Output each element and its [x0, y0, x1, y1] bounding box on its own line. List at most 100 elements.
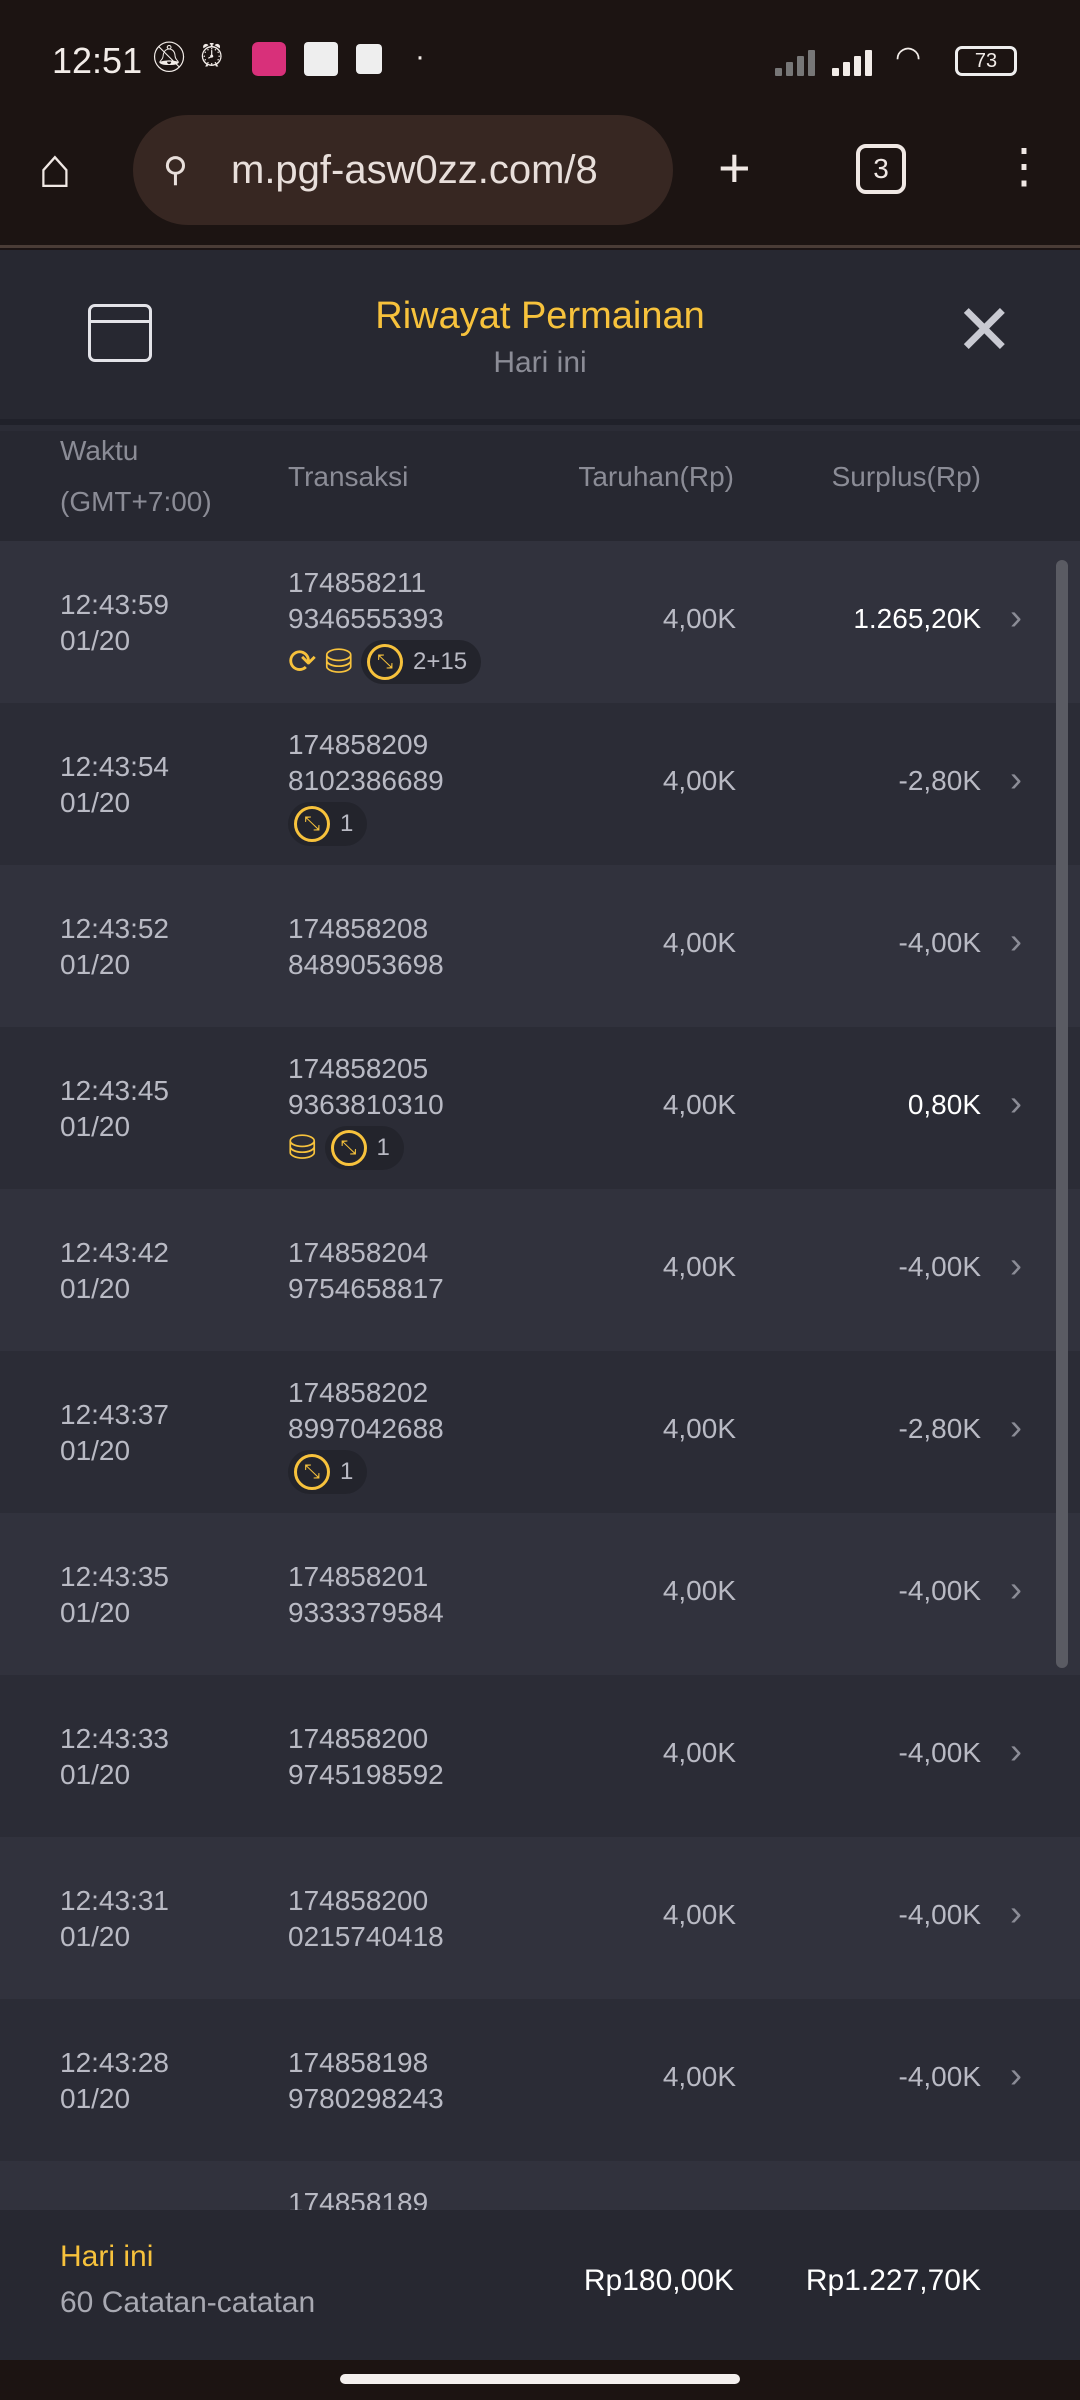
transaction-id-2: 8489053698 [288, 949, 444, 980]
webtoon-icon [304, 42, 338, 76]
table-row[interactable]: 12:43:31 01/20 174858200 0215740418 4,00K … [0, 1837, 1080, 1999]
table-row[interactable]: 174858189 [0, 2161, 1080, 2210]
table-row[interactable]: 12:43:33 01/20 174858200 9745198592 4,00K … [0, 1675, 1080, 1837]
chevron-right-icon[interactable]: › [1010, 758, 1022, 799]
row-bet: 4,00K [662, 1899, 736, 1930]
transaction-id-2: 8997042688 [288, 1413, 444, 1444]
chevron-right-icon[interactable]: › [1010, 1244, 1022, 1285]
transaction-id-1: 174858208 [288, 913, 429, 944]
row-surplus: 1.265,20K [853, 603, 981, 634]
signal-icon [832, 44, 872, 76]
battery-icon: 73 [955, 46, 1017, 76]
row-time: 12:43:54 [60, 751, 169, 782]
free-spin-badge: ⤡ 2+15 [361, 640, 482, 684]
row-bet: 4,00K [662, 603, 736, 634]
chevron-right-icon[interactable]: › [1010, 920, 1022, 961]
transaction-id-2: 9346555393 [288, 603, 444, 634]
col-transaction: Transaksi [288, 461, 409, 492]
url-bar[interactable]: ⚲ m.pgf-asw0zz.com/8 [133, 115, 673, 225]
browser-toolbar: ⌂ ⚲ m.pgf-asw0zz.com/8 + 3 ⋮ [0, 110, 1080, 248]
url-text[interactable]: m.pgf-asw0zz.com/8 [231, 148, 598, 192]
transaction-id-1: 174858200 [288, 1723, 429, 1754]
row-surplus: 0,80K [907, 1089, 981, 1120]
row-surplus: -2,80K [898, 765, 982, 796]
row-bet: 4,00K [662, 1575, 736, 1606]
coins-icon: ⛁ [288, 1129, 317, 1167]
close-icon[interactable]: ✕ [955, 291, 1014, 369]
transaction-id-1: 174858201 [288, 1561, 429, 1592]
summary-label: Hari ini [60, 2240, 154, 2273]
row-date: 01/20 [60, 787, 131, 818]
table-row[interactable]: 12:43:54 01/20 174858209 8102386689 ⤡ 1 4,00… [0, 703, 1080, 865]
table-row[interactable]: 12:43:42 01/20 174858204 9754658817 4,00K … [0, 1189, 1080, 1351]
tab-switcher-button[interactable]: 3 [856, 144, 906, 194]
free-spin-badge: ⤡ 1 [288, 1450, 368, 1494]
chevron-right-icon[interactable]: › [1010, 1892, 1022, 1933]
chevron-right-icon[interactable]: › [1010, 2054, 1022, 2095]
table-row[interactable]: 12:43:35 01/20 174858201 9333379584 4,00K … [0, 1513, 1080, 1675]
table-header: Waktu (GMT+7:00) Transaksi Taruhan(Rp) S… [0, 431, 1080, 541]
row-time: 12:43:33 [60, 1723, 169, 1754]
chevron-right-icon[interactable]: › [1010, 1406, 1022, 1447]
history-list: 12:43:59 01/20 174858211 9346555393 ⟳ ⛁ ⤡ 2+15… [0, 541, 1080, 2210]
col-bet: Taruhan(Rp) [578, 461, 734, 492]
free-spin-icon: ⤡ [367, 644, 403, 680]
row-date: 01/20 [60, 2083, 131, 2114]
row-date: 01/20 [60, 1273, 131, 1304]
calendar-icon[interactable] [88, 304, 152, 362]
row-bet: 4,00K [662, 2061, 736, 2092]
free-spin-icon: ⤡ [294, 1454, 330, 1490]
bell-off-icon: 🔕︎ [150, 41, 189, 74]
free-spin-badge: ⤡ 1 [324, 1126, 404, 1170]
page-title: Riwayat Permainan [375, 295, 705, 337]
row-bet: 4,00K [662, 927, 736, 958]
transaction-id-2: 8102386689 [288, 765, 444, 796]
game-history-panel: Riwayat Permainan Hari ini ✕ Waktu (GMT+… [0, 250, 1080, 2360]
table-row[interactable]: 12:43:52 01/20 174858208 8489053698 4,00K … [0, 865, 1080, 1027]
chevron-right-icon[interactable]: › [1010, 1730, 1022, 1771]
row-time: 12:43:31 [60, 1885, 169, 1916]
home-indicator[interactable] [340, 2374, 740, 2384]
row-surplus: -4,00K [898, 2061, 982, 2092]
row-date: 01/20 [60, 1921, 131, 1952]
table-row[interactable]: 12:43:45 01/20 174858205 9363810310 ⛁ ⤡ 1 4,0… [0, 1027, 1080, 1189]
alarm-icon: ⏰︎ [200, 40, 224, 73]
transaction-id-1: 174858211 [288, 567, 427, 598]
row-bet: 4,00K [662, 765, 736, 796]
chevron-right-icon[interactable]: › [1010, 1082, 1022, 1123]
table-row[interactable]: 12:43:37 01/20 174858202 8997042688 ⤡ 1 4,00… [0, 1351, 1080, 1513]
coins-icon: ⛁ [324, 643, 354, 681]
chevron-right-icon[interactable]: › [1010, 1568, 1022, 1609]
free-spin-count: 2+15 [413, 648, 468, 675]
tokopedia-icon [356, 44, 382, 74]
summary-footer: Hari ini 60 Catatan-catatan Rp180,00K Rp… [0, 2210, 1080, 2360]
chevron-right-icon[interactable]: › [1010, 596, 1022, 637]
site-settings-icon[interactable]: ⚲ [163, 151, 188, 189]
panel-header: Riwayat Permainan Hari ini ✕ [0, 250, 1080, 425]
row-surplus: -2,80K [898, 1413, 982, 1444]
row-surplus: -4,00K [898, 927, 982, 958]
status-bar: 12:51 🔕︎ ⏰︎ · ◠ 73 [0, 0, 1080, 110]
table-row[interactable]: 12:43:59 01/20 174858211 9346555393 ⟳ ⛁ ⤡ 2+15… [0, 541, 1080, 703]
transaction-id-1: 174858204 [288, 1237, 429, 1268]
row-time: 12:43:59 [60, 589, 169, 620]
transaction-id-1: 174858198 [288, 2047, 429, 2078]
menu-icon[interactable]: ⋮ [1000, 140, 1048, 193]
row-time: 12:43:37 [60, 1399, 169, 1430]
table-row[interactable]: 12:43:28 01/20 174858198 9780298243 4,00K … [0, 1999, 1080, 2161]
scrollbar[interactable] [1056, 560, 1068, 1668]
row-time: 12:43:28 [60, 2047, 169, 2078]
free-spin-icon: ⤡ [330, 1130, 367, 1166]
wifi-icon: ◠ [895, 41, 922, 74]
record-count: 60 Catatan-catatan [60, 2286, 316, 2319]
row-bet: 4,00K [662, 1413, 736, 1444]
col-time-tz: (GMT+7:00) [60, 486, 212, 517]
new-tab-icon[interactable]: + [718, 136, 751, 199]
row-date: 01/20 [60, 949, 131, 980]
date-filter-label: Hari ini [493, 346, 587, 379]
notification-dot-icon: · [415, 40, 425, 73]
home-icon[interactable]: ⌂ [38, 136, 72, 199]
free-spin-count: 1 [376, 1134, 390, 1161]
row-date: 01/20 [60, 1759, 131, 1790]
col-time: Waktu [60, 435, 139, 466]
